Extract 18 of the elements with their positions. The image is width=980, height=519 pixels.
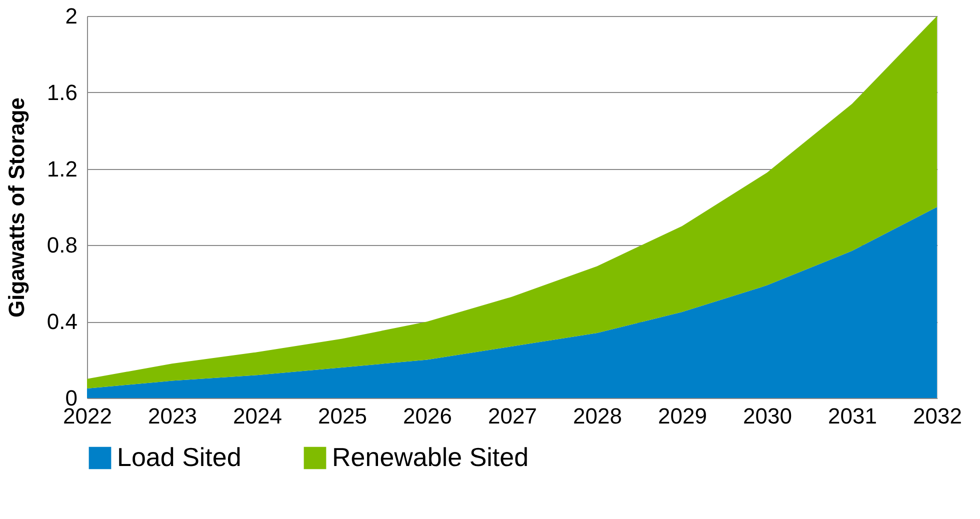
x-tick-label: 2027 bbox=[488, 404, 537, 428]
legend-label: Load Sited bbox=[117, 442, 242, 472]
y-tick-label: 0.4 bbox=[46, 309, 78, 334]
y-tick-label: 1.2 bbox=[46, 156, 78, 182]
legend-label: Renewable Sited bbox=[332, 442, 529, 472]
x-tick-label: 2025 bbox=[318, 404, 367, 428]
x-tick-label: 2028 bbox=[573, 404, 622, 428]
y-tick-label: 1.6 bbox=[46, 80, 78, 105]
x-tick-label: 2026 bbox=[403, 404, 452, 428]
y-tick-label: 0.8 bbox=[46, 232, 78, 258]
x-tick-label: 2023 bbox=[148, 404, 197, 428]
x-tick-label: 2032 bbox=[913, 404, 962, 428]
x-tick-label: 2031 bbox=[828, 404, 877, 428]
y-tick-label: 2 bbox=[65, 4, 78, 28]
x-tick-label: 2024 bbox=[233, 404, 282, 428]
x-tick-label: 2030 bbox=[743, 404, 792, 428]
y-axis-title: Gigawatts of Storage bbox=[4, 97, 29, 318]
x-tick-label: 2029 bbox=[658, 404, 707, 428]
